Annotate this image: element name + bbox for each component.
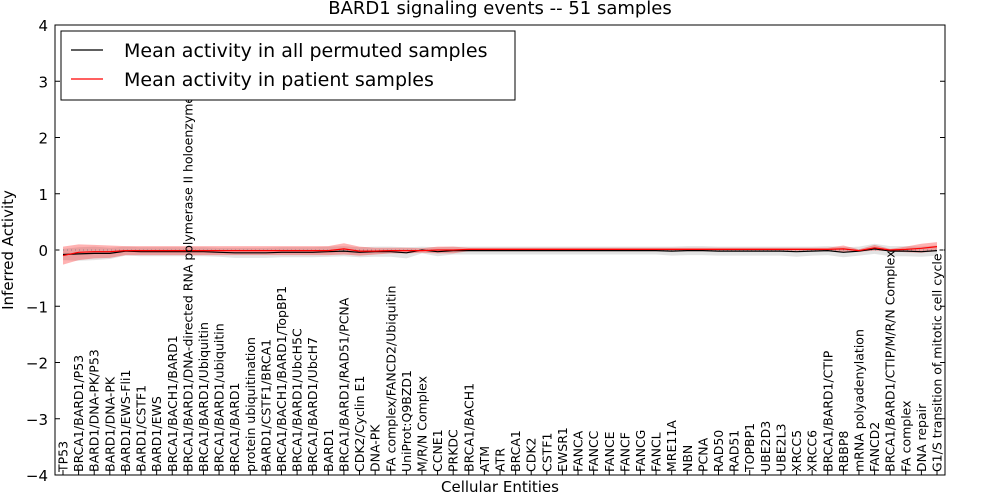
y-tick-label: −1 — [26, 298, 48, 316]
x-tick-label: BRCA1/BARD1/Ubiquitin — [196, 322, 211, 472]
x-tick-label: BARD1/DNA-PK/P53 — [87, 349, 102, 472]
x-tick-label: FANCD2 — [867, 422, 882, 472]
x-tick-label: CDK2/Cyclin E1 — [352, 376, 367, 472]
y-tick-label: 2 — [38, 130, 48, 148]
legend-box — [60, 30, 516, 101]
x-tick-label: UBE2D3 — [758, 421, 773, 472]
x-tick-label: CCNE1 — [430, 429, 445, 472]
x-tick-label: mRNA polyadenylation — [851, 329, 866, 472]
x-tick-label: XRCC5 — [789, 430, 804, 472]
x-tick-label: RBBP8 — [836, 431, 851, 472]
x-tick-label: BRCA1/BARD1/DNA-directed RNA polymerase … — [180, 96, 195, 472]
x-tick-label: BRCA1/BACH1/BARD1/TopBP1 — [274, 286, 289, 472]
x-tick-label: XRCC6 — [805, 430, 820, 472]
x-tick-label: BARD1 — [321, 429, 336, 472]
y-tick-label: −2 — [26, 355, 48, 373]
x-tick-label: FANCA — [571, 430, 586, 472]
y-ticks: −4 −3 −2 −1 0 1 2 3 4 — [26, 17, 945, 485]
x-tick-label: BARD1/DNA-PK — [102, 376, 117, 472]
x-tick-label: protein ubiquitination — [243, 337, 258, 472]
series-line-0 — [62, 248, 938, 256]
legend-label-patient: Mean activity in patient samples — [124, 69, 434, 91]
x-tick-label: FA complex — [898, 400, 913, 472]
x-tick-label: BRCA1/BARD1/UbcH5C — [290, 328, 305, 472]
x-tick-label: BRCA1/BARD1/P53 — [71, 355, 86, 472]
y-tick-label: 3 — [38, 73, 48, 91]
x-tick-label: BRCA1/BARD1/CTIP — [820, 350, 835, 472]
x-tick-label: MRE11A — [664, 420, 679, 472]
y-tick-label: 1 — [38, 186, 48, 204]
y-tick-label: 4 — [38, 17, 48, 35]
x-tick-label: FANCL — [649, 432, 664, 472]
x-tick-label: G1/S transition of mitotic cell cycle — [930, 253, 945, 472]
x-tick-label: FANCE — [602, 431, 617, 472]
x-tick-label: TP53 — [56, 441, 71, 473]
x-tick-label: BRCA1/BARD1 — [227, 383, 242, 472]
chart-title: BARD1 signaling events -- 51 samples — [328, 0, 672, 19]
x-tick-label: CSTF1 — [539, 433, 554, 472]
x-tick-label: BARD1/CSTF1 — [134, 385, 149, 472]
legend: Mean activity in all permuted samples Me… — [60, 30, 516, 101]
x-tick-label: BARD1/EWS — [149, 396, 164, 472]
x-tick-label: FA complex/FANCD2/Ubiquitin — [383, 286, 398, 472]
x-tick-label: UBE2L3 — [773, 424, 788, 473]
x-tick-label: BRCA1/BARD1/RAD51/PCNA — [336, 297, 351, 472]
x-axis-label: Cellular Entities — [441, 478, 559, 496]
series-line-1 — [62, 246, 938, 257]
x-tick-label: RAD51 — [727, 430, 742, 472]
x-tick-label: PRKDC — [446, 429, 461, 472]
x-tick-label: ATM — [477, 446, 492, 472]
x-tick-label: CDK2 — [524, 437, 539, 472]
plot-frame — [54, 24, 946, 476]
x-tick-label: BRCA1/BARD1/CTIP/M/R/N Complex — [883, 250, 898, 472]
x-tick-label: BRCA1 — [508, 430, 523, 472]
x-tick-label: DNA repair — [914, 403, 929, 472]
x-tick-label: BRCA1/BACH1 — [461, 383, 476, 472]
series-lines — [62, 246, 938, 257]
x-tick-label: FANCG — [633, 430, 648, 472]
x-tick-label: M/R/N Complex — [414, 376, 429, 472]
x-tick-label: DNA-PK — [368, 424, 383, 472]
x-tick-label: FANCC — [586, 430, 601, 472]
y-tick-label: 0 — [38, 242, 48, 260]
x-tick-label: BRCA1/BACH1/BARD1 — [165, 335, 180, 472]
x-tick-label: BRCA1/BARD1/UbcH7 — [305, 337, 320, 472]
confidence-bands — [63, 242, 937, 265]
legend-label-permuted: Mean activity in all permuted samples — [124, 40, 487, 62]
x-tick-label: BARD1/CSTF1/BRCA1 — [258, 339, 273, 472]
x-tick-label: RAD50 — [711, 430, 726, 472]
x-tick-label: TOPBP1 — [742, 423, 757, 473]
x-tick-label: EWSR1 — [555, 427, 570, 472]
x-tick-label: BRCA1/BARD1/ubiquitin — [212, 323, 227, 472]
x-tick-label: NBN — [680, 445, 695, 472]
band-1 — [63, 242, 937, 265]
x-tick-label: UniProt:Q9BZD1 — [399, 370, 414, 472]
x-tick-label: FANCF — [617, 432, 632, 472]
y-tick-label: −4 — [26, 467, 48, 485]
x-tick-label: ATR — [493, 448, 508, 472]
x-tick-label: PCNA — [695, 437, 710, 472]
x-tick-label: BARD1/EWS-Fli1 — [118, 370, 133, 472]
y-tick-label: −3 — [26, 411, 48, 429]
y-axis-label: Inferred Activity — [0, 190, 17, 310]
x-tick-labels: TP53 BRCA1/BARD1/P53 BARD1/DNA-PK/P53 BARD1… — [56, 96, 945, 475]
band-0 — [63, 243, 937, 261]
